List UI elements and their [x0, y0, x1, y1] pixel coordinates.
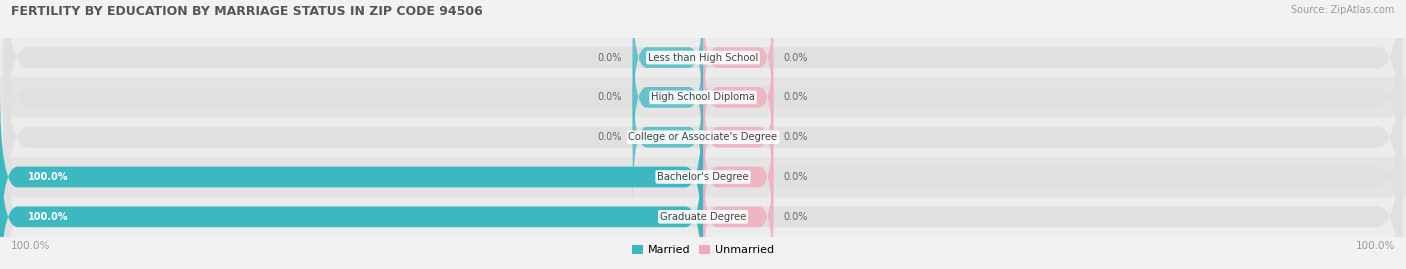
FancyBboxPatch shape: [3, 48, 1403, 269]
FancyBboxPatch shape: [703, 147, 773, 269]
FancyBboxPatch shape: [703, 0, 773, 127]
FancyBboxPatch shape: [3, 88, 1403, 269]
Bar: [0, 157, 1406, 197]
FancyBboxPatch shape: [703, 108, 773, 246]
Text: 0.0%: 0.0%: [598, 92, 621, 102]
FancyBboxPatch shape: [3, 0, 1403, 187]
Text: High School Diploma: High School Diploma: [651, 92, 755, 102]
Text: 0.0%: 0.0%: [785, 52, 808, 63]
Text: 0.0%: 0.0%: [785, 212, 808, 222]
FancyBboxPatch shape: [633, 28, 703, 167]
FancyBboxPatch shape: [0, 128, 703, 269]
Text: 100.0%: 100.0%: [1355, 241, 1395, 251]
FancyBboxPatch shape: [3, 8, 1403, 266]
Text: Graduate Degree: Graduate Degree: [659, 212, 747, 222]
Text: 0.0%: 0.0%: [785, 172, 808, 182]
FancyBboxPatch shape: [0, 88, 703, 266]
Text: 100.0%: 100.0%: [28, 212, 69, 222]
FancyBboxPatch shape: [703, 68, 773, 207]
FancyBboxPatch shape: [703, 28, 773, 167]
Text: 0.0%: 0.0%: [785, 132, 808, 142]
Text: 0.0%: 0.0%: [598, 132, 621, 142]
Text: 0.0%: 0.0%: [785, 92, 808, 102]
Text: Less than High School: Less than High School: [648, 52, 758, 63]
Text: FERTILITY BY EDUCATION BY MARRIAGE STATUS IN ZIP CODE 94506: FERTILITY BY EDUCATION BY MARRIAGE STATU…: [11, 5, 484, 18]
FancyBboxPatch shape: [633, 68, 703, 207]
Text: 100.0%: 100.0%: [11, 241, 51, 251]
Text: Source: ZipAtlas.com: Source: ZipAtlas.com: [1291, 5, 1395, 15]
Bar: [0, 77, 1406, 117]
Text: Bachelor's Degree: Bachelor's Degree: [657, 172, 749, 182]
Bar: [0, 117, 1406, 157]
FancyBboxPatch shape: [3, 0, 1403, 226]
Bar: [0, 197, 1406, 237]
FancyBboxPatch shape: [633, 0, 703, 127]
Text: College or Associate's Degree: College or Associate's Degree: [628, 132, 778, 142]
Text: 0.0%: 0.0%: [598, 52, 621, 63]
Bar: [0, 38, 1406, 77]
Legend: Married, Unmarried: Married, Unmarried: [627, 240, 779, 259]
Text: 100.0%: 100.0%: [28, 172, 69, 182]
